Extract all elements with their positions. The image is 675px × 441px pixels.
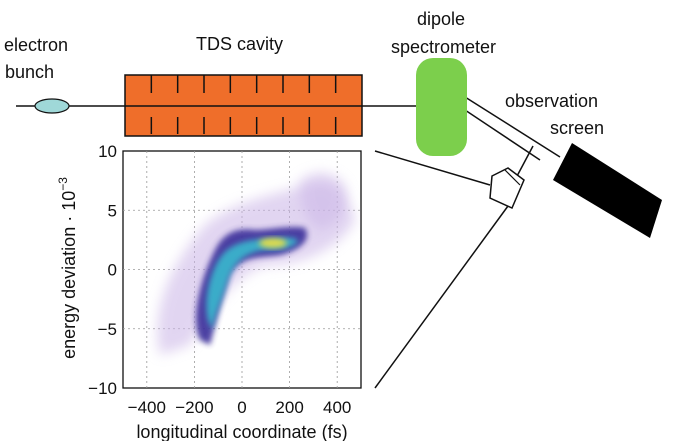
heatmap-core-cyan: [206, 237, 298, 330]
heatmap-core-peak: [259, 238, 287, 248]
y-tick-label: 10: [98, 142, 117, 161]
x-axis-title: longitudinal coordinate (fs): [136, 422, 347, 441]
dipole-label-line1: dipole: [417, 9, 465, 29]
observation-label-line2: screen: [550, 118, 604, 138]
beamline-after-dipole: [464, 109, 541, 161]
x-tick-label: 400: [323, 398, 351, 417]
phase-space-heatmap: [157, 172, 355, 355]
x-tick-label: 0: [237, 398, 246, 417]
optics-inner-line: [504, 169, 521, 186]
tds-cavity-label: TDS cavity: [196, 34, 283, 54]
y-axis-title: energy deviation · 10−3: [56, 177, 79, 359]
dipole-label-line2: spectrometer: [391, 37, 496, 57]
y-tick-label: 0: [108, 261, 117, 280]
beamline-upper: [464, 96, 561, 158]
dipole-spectrometer: [416, 58, 467, 156]
electron-bunch-label-line1: electron: [4, 35, 68, 55]
y-tick-label: −5: [98, 320, 117, 339]
tds-cavity-cells: [150, 75, 337, 134]
electron-bunch-label-line2: bunch: [5, 62, 54, 82]
projection-line-bottom: [374, 205, 509, 389]
x-tick-label: −200: [175, 398, 213, 417]
y-tick-labels: 10 5 0 −5 −10: [88, 142, 117, 398]
electron-bunch-icon: [34, 98, 70, 114]
observation-screen: [515, 145, 534, 179]
projection-line-top: [374, 150, 491, 186]
y-axis-title-text: energy deviation · 10−3: [56, 177, 79, 359]
camera-body: [553, 143, 662, 238]
y-tick-label: −10: [88, 379, 117, 398]
x-tick-label: 200: [275, 398, 303, 417]
x-tick-labels: −400 −200 0 200 400: [128, 398, 352, 417]
y-axis-title-main: energy deviation · 10: [59, 191, 79, 359]
optics-mirror: [489, 167, 525, 209]
observation-label-line1: observation: [505, 91, 598, 111]
y-tick-label: 5: [108, 201, 117, 220]
phase-space-plot: −400 −200 0 200 400 10 5 0 −5 −10 longitudinal c…: [56, 142, 362, 441]
x-tick-label: −400: [128, 398, 166, 417]
y-axis-title-exponent: −3: [56, 177, 70, 191]
heatmap-halo-upper: [299, 172, 347, 230]
